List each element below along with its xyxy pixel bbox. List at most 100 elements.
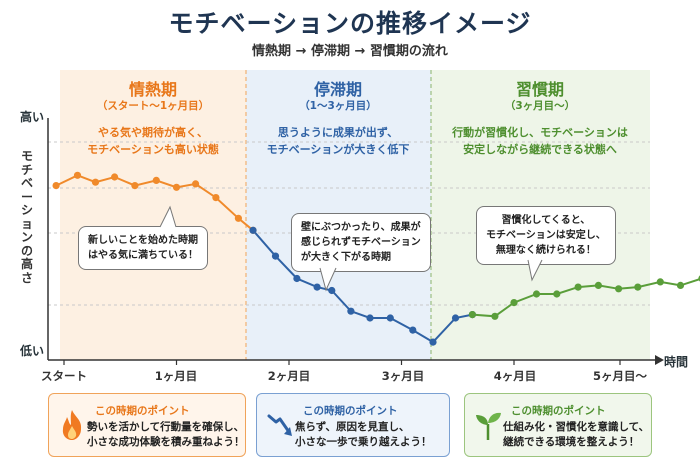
tip-card-heading: この時期のポイント bbox=[511, 405, 606, 417]
data-point bbox=[676, 281, 685, 289]
data-point bbox=[532, 290, 541, 298]
data-point bbox=[111, 173, 119, 181]
callout-line: 習慣化してくると、 bbox=[501, 215, 591, 226]
y-axis-title-char: ー bbox=[20, 189, 33, 204]
tip-card-line: 小さな一歩で乗り越えよう！ bbox=[295, 436, 432, 448]
data-point bbox=[347, 307, 355, 315]
y-axis-title-char: ョ bbox=[20, 216, 33, 231]
y-axis-high-label: 高い bbox=[20, 110, 45, 124]
data-point bbox=[615, 285, 623, 293]
callout-line: モチベーションは安定し、 bbox=[486, 230, 606, 241]
y-axis-title-char: モ bbox=[20, 149, 33, 163]
y-axis-title-char: シ bbox=[20, 203, 33, 217]
phase-title-plateau: 停滞期 bbox=[313, 80, 363, 99]
data-point bbox=[73, 171, 82, 179]
page-subtitle: 情熱期 → 停滞期 → 習慣期の流れ bbox=[252, 44, 448, 59]
tip-card-line: 勢いを活かして行動量を確保し、 bbox=[87, 421, 245, 433]
data-point bbox=[429, 338, 437, 346]
data-point bbox=[313, 283, 321, 291]
trend-down-arrow-icon bbox=[267, 414, 292, 436]
data-point bbox=[91, 178, 100, 186]
phase-range-passion: （スタート〜1ヶ月目） bbox=[96, 100, 210, 112]
phase-desc-passion: やる気や期待が高く、 モチベーションも高い状態 bbox=[87, 124, 219, 158]
phase-desc-line: 安定しながら継続できる状態へ bbox=[463, 143, 617, 156]
callout-line: はやる気に満ちている！ bbox=[88, 250, 198, 261]
data-point bbox=[192, 180, 200, 188]
tip-card-heading: この時期のポイント bbox=[95, 405, 190, 417]
data-point bbox=[656, 278, 664, 286]
phase-range-plateau: （1〜3ヶ月目） bbox=[299, 100, 377, 112]
phase-desc-line: 行動が習慣化し、モチベーションは bbox=[452, 126, 628, 139]
callout-passion: 新しいことを始めた時期 はやる気に満ちている！ bbox=[78, 226, 208, 270]
tip-card-plateau: この時期のポイント 焦らず、原因を見直し、 小さな一歩で乗り越えよう！ bbox=[256, 393, 450, 457]
x-axis-arrow-icon bbox=[655, 355, 664, 365]
x-tick-label: 1ヶ月目 bbox=[154, 369, 198, 383]
tip-card-line: 継続できる環境を整えよう！ bbox=[503, 436, 640, 448]
phase-desc-line: やる気や期待が高く、 bbox=[98, 126, 208, 139]
y-axis-title-char: の bbox=[20, 243, 33, 258]
data-point bbox=[366, 314, 374, 322]
tip-card-line: 仕組み化・習慣化を意識して、 bbox=[503, 421, 650, 433]
phase-title-passion: 情熱期 bbox=[128, 80, 178, 99]
phase-band-passion bbox=[60, 70, 246, 360]
tip-card-body: 焦らず、原因を見直し、 小さな一歩で乗り越えよう！ bbox=[295, 420, 432, 450]
tip-card-body: 仕組み化・習慣化を意識して、 継続できる環境を整えよう！ bbox=[503, 420, 649, 450]
x-tick-label: 2ヶ月目 bbox=[267, 369, 311, 383]
phase-desc-habit: 行動が習慣化し、モチベーションは 安定しながら継続できる状態へ bbox=[452, 124, 628, 158]
callout-line: 壁にぶつかったり、成果が bbox=[301, 222, 421, 233]
phase-desc-line: モチベーションが大きく低下 bbox=[266, 143, 410, 156]
x-tick-label: スタート bbox=[41, 369, 87, 383]
y-axis-title-char: さ bbox=[20, 270, 33, 285]
data-point bbox=[574, 283, 582, 291]
page-title: モチベーションの推移イメージ bbox=[168, 9, 532, 38]
x-axis-title: 時間 bbox=[664, 355, 689, 369]
phase-title-habit: 習慣期 bbox=[515, 80, 565, 99]
data-point bbox=[212, 194, 220, 202]
flame-icon bbox=[62, 410, 82, 440]
y-axis-title: モチベーションの高さ bbox=[16, 149, 38, 285]
data-point bbox=[52, 182, 60, 190]
data-point bbox=[172, 183, 181, 191]
data-point bbox=[293, 274, 301, 283]
callout-habit: 習慣化してくると、 モチベーションは安定し、 無理なく続けられる！ bbox=[476, 206, 616, 265]
phase-range-habit: （3ヶ月目〜） bbox=[504, 100, 576, 112]
phase-desc-line: 思うように成果が出ず、 bbox=[277, 126, 399, 139]
series-line bbox=[252, 229, 473, 344]
data-point bbox=[409, 326, 417, 334]
callout-plateau: 壁にぶつかったり、成果が 感じられずモチベーション が大きく下がる時期 bbox=[291, 213, 431, 272]
data-point bbox=[328, 286, 336, 295]
data-point bbox=[451, 314, 460, 322]
y-axis-low-label: 低い bbox=[20, 344, 45, 358]
data-point bbox=[468, 311, 476, 319]
x-tick-label: 5ヶ月目〜 bbox=[592, 369, 648, 383]
y-axis-title-char: ベ bbox=[20, 176, 33, 190]
callout-line: が大きく下がる時期 bbox=[301, 252, 391, 263]
phase-desc-line: モチベーションも高い状態 bbox=[87, 143, 219, 156]
phase-desc-plateau: 思うように成果が出ず、 モチベーションが大きく低下 bbox=[267, 124, 410, 158]
y-axis-title-char: チ bbox=[20, 162, 33, 177]
data-point bbox=[386, 314, 394, 322]
data-point bbox=[594, 281, 603, 289]
sprout-icon bbox=[476, 412, 501, 440]
tip-card-line: 焦らず、原因を見直し、 bbox=[295, 421, 410, 433]
data-point bbox=[510, 299, 518, 307]
tip-card-body: 勢いを活かして行動量を確保し、 小さな成功体験を積み重ねよう！ bbox=[87, 420, 245, 450]
tip-card-heading: この時期のポイント bbox=[303, 405, 398, 417]
data-point bbox=[152, 176, 160, 184]
data-point bbox=[249, 226, 257, 234]
data-point bbox=[553, 290, 561, 298]
data-point bbox=[234, 214, 242, 222]
callout-line: 感じられずモチベーション bbox=[301, 237, 421, 248]
callout-line: 新しいことを始めた時期 bbox=[88, 235, 198, 246]
tip-card-passion: この時期のポイント 勢いを活かして行動量を確保し、 小さな成功体験を積み重ねよう… bbox=[48, 393, 246, 457]
data-point bbox=[491, 312, 499, 320]
data-point bbox=[634, 283, 642, 291]
tip-card-habit: この時期のポイント 仕組み化・習慣化を意識して、 継続できる環境を整えよう！ bbox=[464, 393, 652, 457]
x-tick-label: 4ヶ月目 bbox=[493, 369, 537, 383]
tip-card-line: 小さな成功体験を積み重ねよう！ bbox=[87, 436, 245, 448]
data-point bbox=[131, 182, 139, 190]
callout-line: 無理なく続けられる！ bbox=[495, 245, 596, 256]
y-axis-title-char: ン bbox=[20, 230, 33, 244]
y-axis-title-char: 高 bbox=[20, 257, 33, 271]
x-tick-label: 3ヶ月目 bbox=[381, 369, 425, 383]
